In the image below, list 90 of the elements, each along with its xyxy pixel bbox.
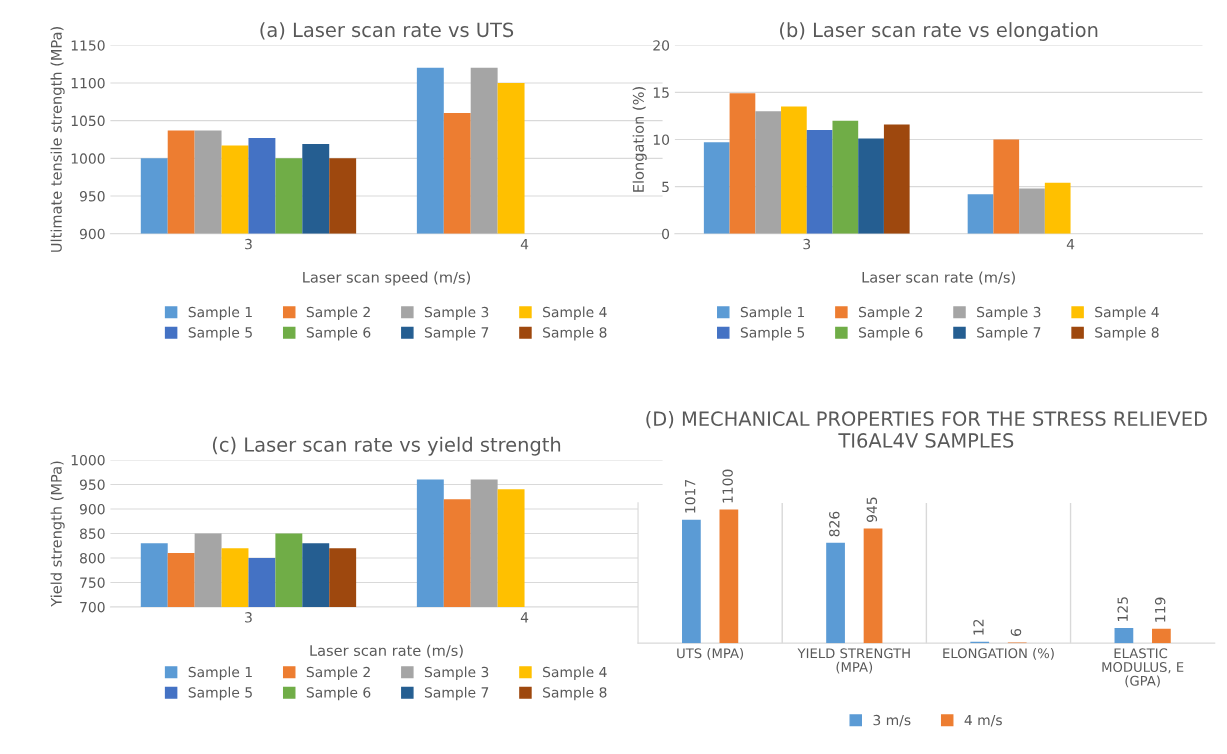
y-tick-label: 700 (80, 601, 105, 613)
chart-title: (D) MECHANICAL PROPERTIES FOR THE STRESS RELIEVED TI6AL4V SAMPLES (646, 411, 1207, 448)
bar (781, 106, 807, 234)
legend-label: Sample 6 (858, 326, 923, 341)
y-tick-label: 5 (662, 181, 669, 193)
x-tick-label: 4 (1066, 239, 1075, 250)
legend-label: Sample 2 (858, 306, 922, 320)
chart-title: (c) Laser scan rate vs yield strength (212, 436, 561, 456)
bar (967, 194, 994, 234)
bar (883, 124, 910, 234)
bar (755, 111, 782, 234)
x-axis-title: Laser scan rate (m/s) (862, 271, 1015, 285)
legend-label: Sample 6 (306, 326, 371, 341)
legend-label: Sample 5 (188, 686, 252, 701)
legend-label: Sample 2 (306, 306, 370, 320)
data-label: 826 (829, 511, 840, 537)
legend-label: Sample 3 (977, 306, 1041, 320)
y-tick-label: 900 (79, 228, 105, 240)
y-tick-label: 1050 (71, 115, 105, 127)
x-tick-label: ELASTIC MODULUS, E (GPA) (1102, 648, 1184, 688)
legend-label: Sample 3 (424, 666, 489, 680)
y-tick-label: 15 (653, 87, 669, 98)
legend-label: Sample 8 (1095, 326, 1159, 341)
legend-label: 4 m/s (964, 714, 1002, 727)
legend-label: Sample 4 (1095, 306, 1159, 320)
x-tick-label: ELONGATION (%) (943, 648, 1054, 660)
y-tick-label: 10 (653, 134, 670, 145)
legend-label: Sample 7 (424, 686, 489, 701)
y-tick-label: 1100 (71, 77, 105, 89)
chart-title: (a) Laser scan rate vs UTS (260, 22, 514, 40)
y-tick-label: 0 (662, 228, 670, 240)
data-label: 12 (973, 619, 984, 635)
y-tick-label: 900 (79, 503, 105, 515)
bar (1152, 628, 1171, 644)
legend-label: Sample 3 (424, 306, 489, 320)
bar (806, 130, 833, 234)
chart-title: (b) Laser scan rate vs elongation (780, 22, 1098, 41)
bar (826, 542, 845, 644)
bar (1114, 627, 1134, 644)
x-tick-label: 3 (245, 612, 252, 623)
data-label: 1017 (684, 479, 696, 513)
y-tick-label: 20 (653, 40, 670, 51)
y-tick-label: 850 (80, 528, 105, 539)
bar (703, 142, 730, 234)
y-tick-label: 1000 (71, 153, 105, 164)
x-axis-title: Laser scan speed (m/s) (303, 271, 470, 286)
y-tick-label: 800 (80, 552, 105, 564)
y-tick-label: 950 (79, 191, 105, 202)
legend-label: Sample 8 (543, 686, 607, 701)
x-tick-label: 3 (245, 238, 252, 250)
bar (993, 139, 1020, 234)
legend-label: Sample 4 (543, 306, 607, 320)
legend-label: Sample 7 (424, 326, 489, 341)
data-label: 945 (866, 497, 878, 522)
y-axis-title: Elongation (%) (632, 87, 647, 192)
x-tick-label: 4 (520, 612, 529, 623)
x-tick-label: 4 (520, 239, 529, 250)
legend-label: Sample 6 (306, 686, 371, 701)
x-axis-title: Laser scan rate (m/s) (310, 644, 463, 658)
y-axis-title: Ultimate tensile strength (MPa) (50, 27, 65, 252)
legend-label: Sample 1 (740, 306, 804, 320)
bar (1044, 182, 1071, 234)
data-label: 6 (1010, 628, 1022, 636)
legend-label: Sample 7 (977, 326, 1041, 341)
y-tick-label: 750 (80, 577, 105, 588)
legend-label: Sample 2 (306, 666, 370, 680)
y-tick-label: 1000 (71, 454, 105, 466)
bar (863, 528, 883, 644)
y-axis-title: Yield strength (MPa) (50, 461, 65, 607)
bar (729, 93, 756, 234)
legend-label: 3 m/s (873, 714, 911, 727)
data-label: 119 (1154, 597, 1166, 622)
data-label: 125 (1117, 597, 1128, 621)
legend-label: Sample 4 (543, 666, 607, 680)
data-label: 1100 (722, 469, 733, 503)
y-tick-label: 950 (79, 479, 105, 490)
x-tick-label: UTS (MPA) (677, 648, 744, 660)
x-tick-label: YIELD STRENGTH (MPA) (797, 648, 910, 674)
bar (858, 138, 884, 234)
legend-label: Sample 5 (188, 326, 252, 341)
legend-label: Sample 1 (188, 306, 252, 320)
legend-label: Sample 8 (543, 326, 607, 341)
x-tick-label: 3 (803, 238, 811, 250)
legend-label: Sample 5 (740, 326, 805, 341)
legend-label: Sample 1 (188, 666, 252, 680)
y-tick-label: 1150 (71, 40, 105, 51)
bar (832, 120, 859, 234)
bar (719, 509, 739, 644)
bar (682, 519, 701, 644)
bar (1019, 188, 1045, 234)
